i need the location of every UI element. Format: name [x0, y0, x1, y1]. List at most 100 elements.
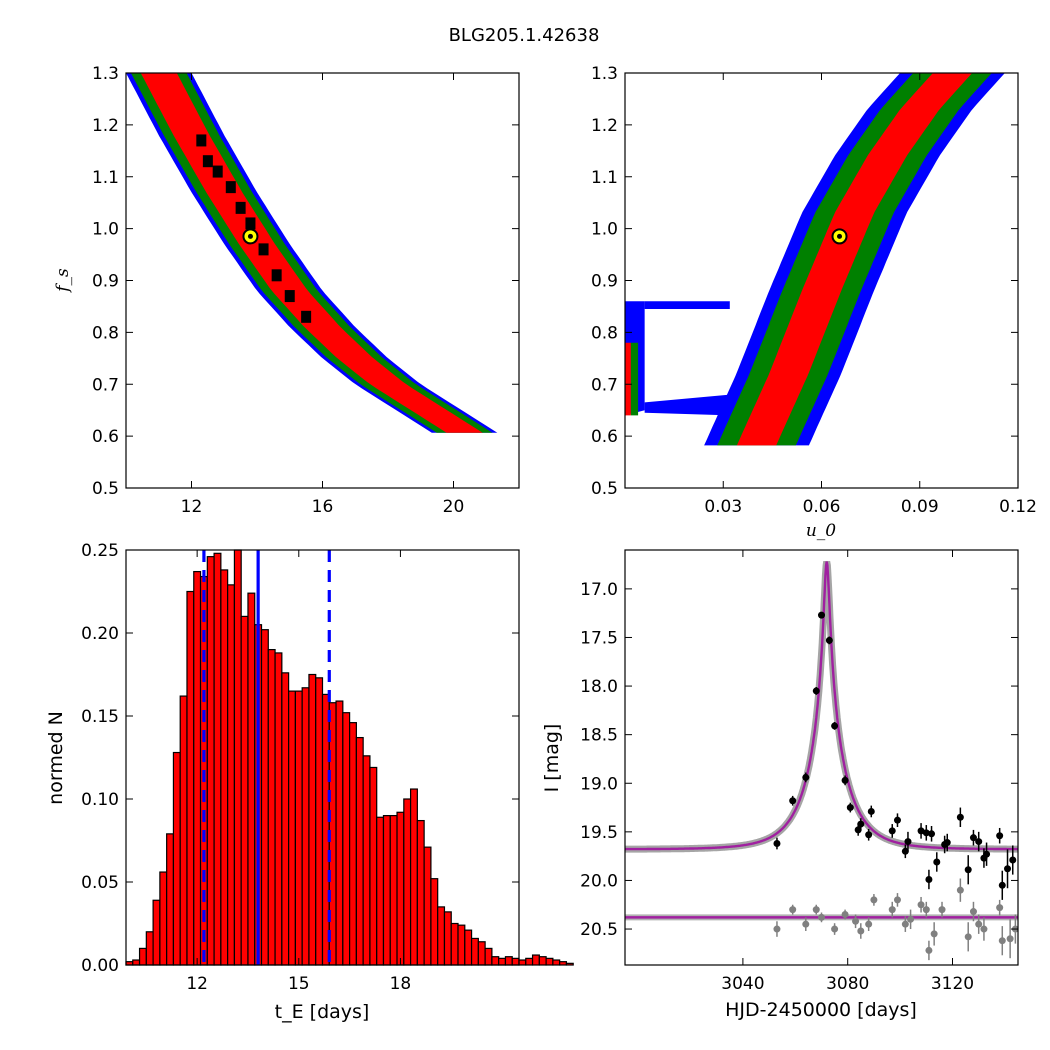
p4-primary-point — [928, 830, 936, 838]
p3-hist-bar — [504, 956, 513, 966]
p1-sample-cell — [284, 290, 295, 303]
p4-secondary-point — [789, 906, 797, 914]
p4-primary-point — [818, 611, 825, 619]
p3-ytick-label: 20.5 — [580, 920, 618, 940]
p3-hist-bar — [416, 819, 425, 966]
p1-best-fit-center — [247, 233, 253, 239]
p4-primary-point — [1009, 856, 1017, 864]
p1-sample-cell — [271, 269, 282, 282]
p3-xtick-label: 3120 — [931, 974, 974, 994]
p4-secondary-point — [812, 906, 820, 914]
p1-ytick-label: 0.5 — [591, 479, 618, 499]
p3-hist-bar — [186, 590, 195, 966]
p3-hist-bar — [152, 899, 161, 966]
p4-secondary-point — [901, 920, 909, 928]
p3-hist-bar — [484, 947, 493, 966]
p4-primary-point — [904, 838, 912, 846]
p1-ytick-label: 1.1 — [591, 168, 618, 188]
p3-hist-bar — [281, 672, 290, 966]
p3-axes-frame — [125, 549, 520, 966]
p1-ytick-label: 1.0 — [591, 220, 618, 240]
p3-hist-bar — [206, 556, 215, 966]
p0-xtick-label: 16 — [312, 497, 334, 517]
p4-primary-point — [901, 847, 909, 855]
p2-ytick-label: 0.15 — [81, 707, 119, 727]
p3-hist-bar — [511, 957, 520, 966]
p1-xtick-label: 0.09 — [901, 497, 939, 517]
p3-hist-bar — [193, 570, 202, 966]
p4-secondary-point — [857, 927, 865, 935]
p3-hist-bar — [227, 584, 236, 966]
p3-hist-bar — [145, 931, 154, 966]
p2-side-branch-mid — [630, 342, 639, 416]
p0-xtick-label: 12 — [181, 497, 203, 517]
p2-ytick-label: 0.25 — [81, 541, 119, 561]
p4-secondary-point — [888, 906, 896, 914]
p1-sample-cell — [212, 165, 223, 178]
p3-hist-bar — [470, 937, 479, 966]
p0-ytick-label: 1.0 — [92, 220, 119, 240]
p4-secondary-point — [930, 930, 938, 938]
p4-secondary-point — [922, 906, 930, 914]
p0-ytick-label: 1.1 — [92, 168, 119, 188]
p4-primary-point — [956, 813, 964, 821]
p4-primary-point — [996, 832, 1004, 840]
p2-side-branch-core — [625, 342, 631, 416]
p4-primary-point — [773, 840, 781, 848]
p3-ytick-label: 17.5 — [580, 628, 618, 648]
p4-primary-point — [865, 831, 873, 839]
p0-ytick-label: 0.6 — [92, 427, 119, 447]
figure-title: BLG205.1.42638 — [449, 25, 600, 46]
p2-xlabel: u_0 — [806, 521, 836, 541]
p3-xlabel: t_E [days] — [275, 1001, 370, 1023]
p4-secondary-point — [870, 896, 878, 904]
p1-ytick-label: 0.9 — [591, 272, 618, 292]
p4-primary-point — [888, 827, 896, 835]
p4-axes-frame — [624, 549, 1019, 966]
p2-ytick-label: 0.20 — [81, 624, 119, 644]
p1-ticks: 12 16 20 0.5 0.6 0.7 0.8 0.9 1.0 1.1 1.2 1.3 — [92, 64, 519, 517]
p4-secondary-point — [938, 906, 946, 914]
p4-model-curve — [625, 561, 1018, 851]
p0-ytick-label: 1.3 — [92, 64, 119, 84]
p4-secondary-point — [852, 917, 860, 925]
p3-ytick-label: 19.0 — [580, 774, 618, 794]
p3-hist-bar — [477, 941, 486, 966]
p4-primary-point — [831, 722, 839, 730]
panel-fs-vs-te: 12 16 20 0.5 0.6 0.7 0.8 0.9 1.0 1.1 1.2 1.3 f_s — [53, 64, 520, 517]
p1-plot-area — [126, 73, 498, 433]
p2-xtick-label: 15 — [288, 974, 310, 994]
p4-secondary-point — [998, 937, 1006, 945]
p3-hist-bar — [525, 957, 534, 966]
p4-primary-point — [846, 804, 854, 812]
p1-sample-cell — [202, 155, 213, 168]
p3-hist-bar — [559, 961, 568, 966]
p3-hist-bar — [457, 924, 466, 966]
p4-primary-point — [969, 834, 977, 842]
p3-hist-bar — [369, 766, 378, 966]
p4-ticks: 3040 3080 3120 17.0 17.5 18.0 18.5 19.0 19.5 20.0… — [580, 550, 1018, 994]
p3-hist-bar — [389, 814, 398, 966]
p0-ytick-label: 0.7 — [92, 375, 119, 395]
p3-hist-bar — [491, 956, 500, 966]
p3-hist-bar — [132, 959, 141, 966]
p3-hist-bar — [565, 962, 574, 966]
p3-hist-bar — [376, 816, 385, 966]
p3-hist-bar — [349, 722, 357, 966]
p4-secondary-point — [841, 910, 849, 918]
p3-hist-bar — [423, 846, 432, 966]
p2-ticks: 0.03 0.06 0.09 0.12 0.5 0.6 0.7 0.8 0.9 1.0 1.1 1.2… — [591, 64, 1037, 517]
p3-hist-bar — [545, 957, 554, 966]
p3-hist-bar — [288, 690, 296, 966]
p3-ylabel: normed N — [45, 711, 67, 805]
p1-xtick-label: 0.12 — [999, 497, 1037, 517]
p4-secondary-point — [893, 896, 901, 904]
p1-sample-cell — [245, 217, 256, 230]
p4-primary-point — [857, 820, 865, 828]
p4-primary-point — [789, 797, 797, 805]
p4-primary-point — [802, 773, 810, 781]
p3-hist-bar — [342, 712, 351, 966]
p1-sample-cell — [235, 201, 246, 214]
p4-secondary-point — [802, 920, 810, 928]
p0-xtick-label: 20 — [443, 497, 465, 517]
